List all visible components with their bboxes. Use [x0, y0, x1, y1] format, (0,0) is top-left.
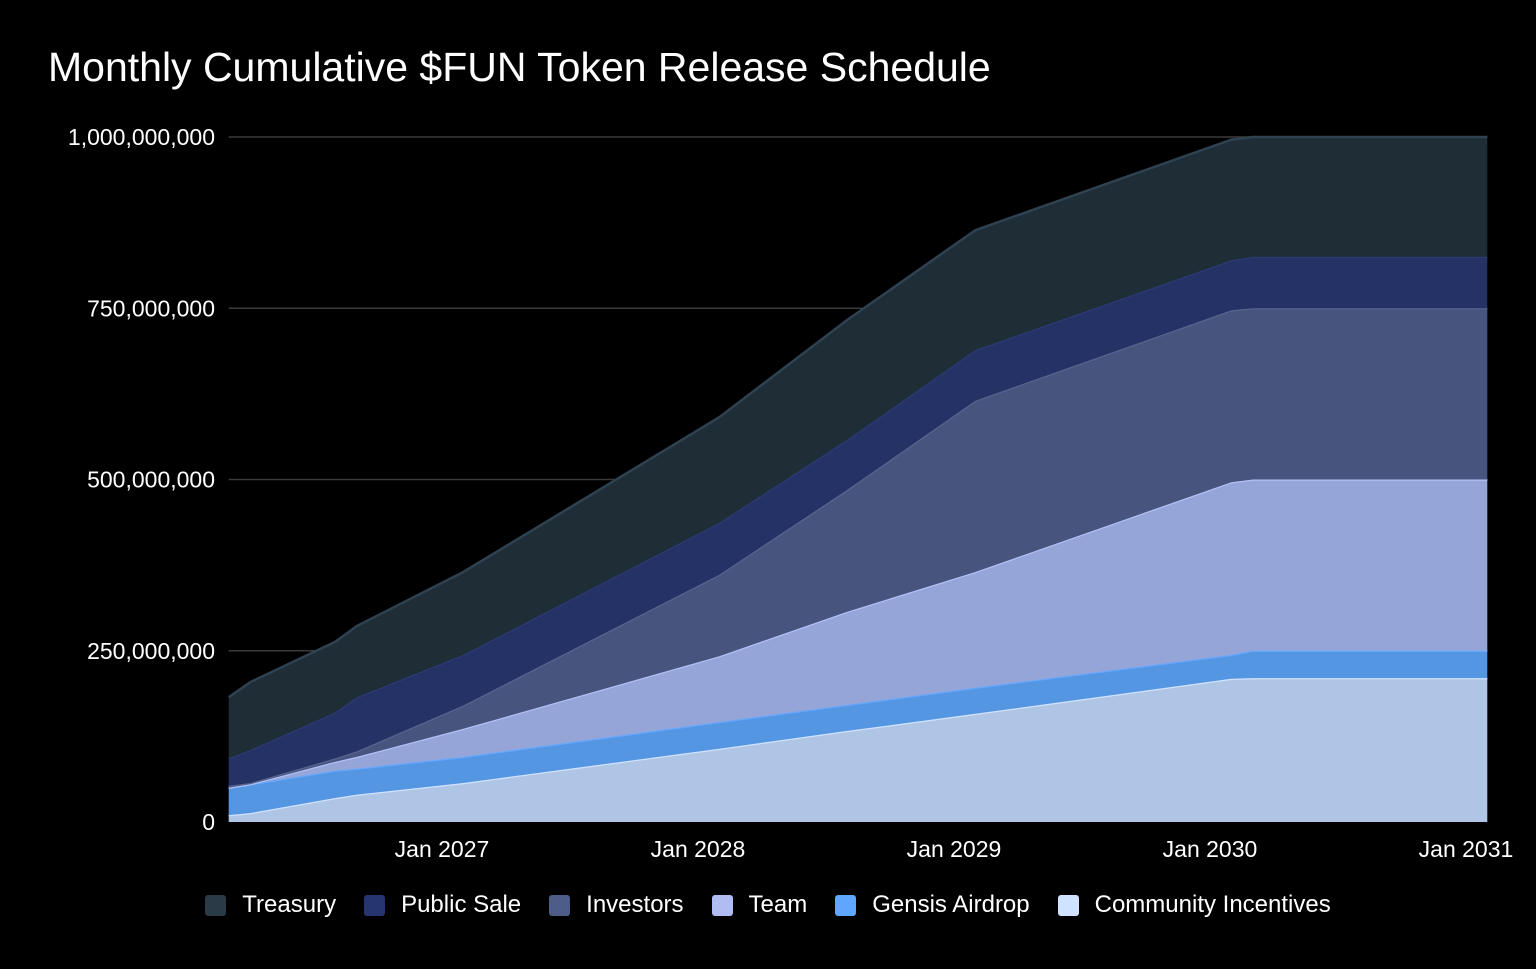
- x-tick-label: Jan 2027: [395, 836, 490, 862]
- x-tick-label: Jan 2030: [1163, 836, 1258, 862]
- legend-item[interactable]: Gensis Airdrop: [835, 891, 1030, 919]
- area-community-incentives: [228, 678, 1488, 822]
- area-treasury: [228, 137, 1488, 759]
- y-tick-label: 500,000,000: [87, 467, 215, 493]
- area-investors: [228, 308, 1488, 788]
- legend-swatch: [205, 894, 227, 916]
- legend-swatch: [835, 894, 857, 916]
- legend-item[interactable]: Investors: [549, 891, 684, 919]
- legend-item[interactable]: Community Incentives: [1057, 891, 1331, 919]
- legend-label: Community Incentives: [1094, 891, 1331, 918]
- legend-swatch: [1057, 894, 1079, 916]
- legend-label: Team: [748, 891, 808, 918]
- x-tick-label: Jan 2028: [651, 836, 746, 862]
- legend-swatch: [364, 894, 386, 916]
- area-team: [228, 479, 1488, 788]
- legend-label: Public Sale: [401, 891, 522, 918]
- legend-item[interactable]: Team: [711, 891, 808, 919]
- y-tick-label: 250,000,000: [87, 638, 215, 664]
- legend-label: Treasury: [242, 891, 337, 918]
- y-tick-label: 1,000,000,000: [68, 124, 215, 150]
- area-gensis-airdrop: [228, 650, 1488, 816]
- legend-swatch: [549, 894, 571, 916]
- line-treasury: [227, 135, 1488, 699]
- legend-swatch: [711, 894, 733, 916]
- y-tick-label: 0: [202, 809, 215, 835]
- legend-item[interactable]: Treasury: [205, 891, 336, 919]
- legend-item[interactable]: Public Sale: [364, 891, 521, 919]
- x-tick-label: Jan 2029: [907, 836, 1002, 862]
- chart-title: Monthly Cumulative $FUN Token Release Sc…: [48, 44, 991, 90]
- legend-label: Gensis Airdrop: [872, 891, 1030, 918]
- y-tick-label: 750,000,000: [87, 295, 215, 321]
- legend-label: Investors: [586, 891, 684, 918]
- area-public-sale: [228, 256, 1488, 786]
- x-tick-label: Jan 2031: [1419, 836, 1514, 862]
- legend: Treasury Public Sale Investors Team Gensis A…: [0, 891, 1536, 919]
